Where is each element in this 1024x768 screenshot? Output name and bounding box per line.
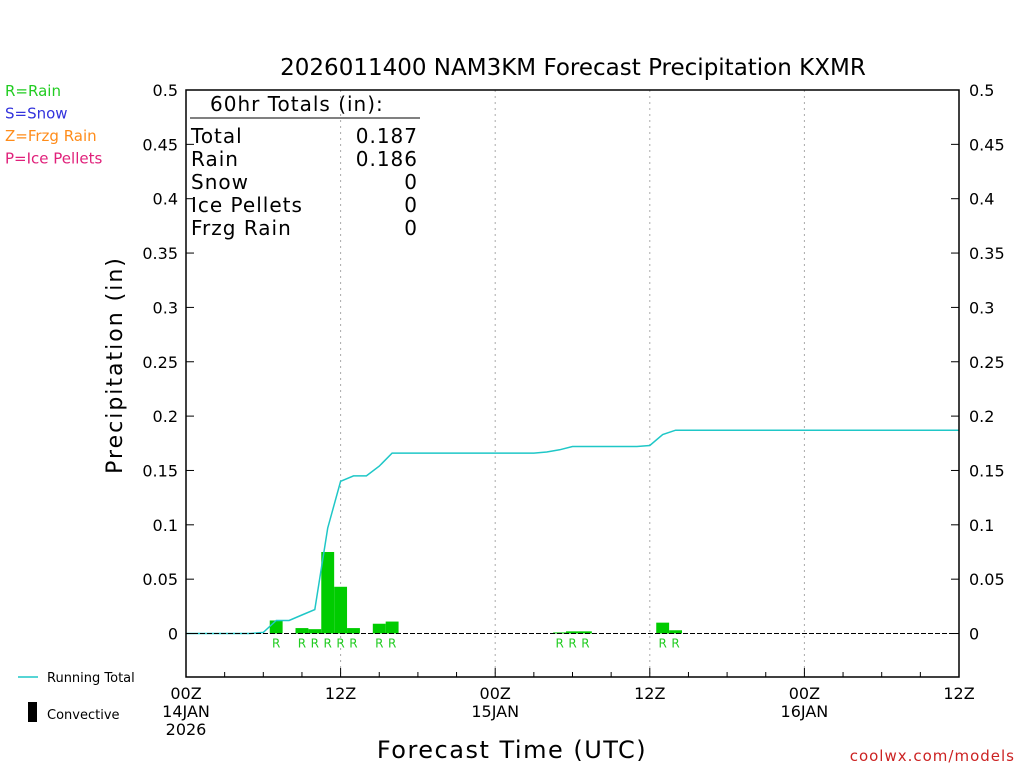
totals-row-label: Total: [190, 124, 243, 148]
precip-bar: [308, 629, 322, 634]
totals-row-value: 0.186: [356, 147, 418, 171]
y-tick-label-left: 0: [168, 625, 178, 644]
credit-text: coolwx.com/models: [850, 747, 1015, 765]
precip-bar: [566, 631, 579, 634]
y-tick-labels: 0 00.05 0.050.1 0.10.15 0.150.2 0.20.25 0.250.…: [142, 81, 1004, 644]
y-tick-label-right: 0.5: [969, 81, 994, 100]
precip-type-label: R: [568, 637, 576, 651]
precip-type-label: R: [324, 637, 332, 651]
y-tick-label-right: 0.3: [969, 298, 994, 317]
x-tick-label: 12Z: [943, 684, 974, 703]
totals-row-label: Frzg Rain: [191, 216, 292, 240]
precip-bar: [295, 628, 309, 634]
y-tick-label-left: 0.3: [153, 298, 178, 317]
precip-type-legend-item: P=Ice Pellets: [5, 150, 102, 168]
y-axis-label: Precipitation (in): [103, 256, 128, 474]
series-legend: Running Total Convective: [18, 671, 135, 723]
y-tick-label-right: 0: [969, 625, 979, 644]
precip-type-legend-item: Z=Frzg Rain: [5, 127, 97, 145]
x-tick-label: 15JAN: [471, 702, 519, 721]
totals-box: 60hr Totals (in): Total 0.187 Rain 0.186 Sno…: [190, 92, 420, 240]
totals-row-label: Snow: [191, 170, 249, 194]
precip-bars: [269, 551, 683, 634]
totals-row-label: Rain: [191, 147, 239, 171]
precip-type-label: R: [336, 637, 344, 651]
y-tick-label-left: 0.05: [142, 570, 178, 589]
y-tick-label-left: 0.2: [153, 407, 178, 426]
precip-bar: [372, 623, 386, 634]
x-tick-label: 12Z: [325, 684, 356, 703]
y-tick-label-right: 0.4: [969, 190, 994, 209]
running-total-line: [186, 429, 959, 635]
x-axis-label: Forecast Time (UTC): [377, 736, 647, 764]
precip-type-legend-item: S=Snow: [5, 105, 68, 123]
precip-type-label: R: [555, 637, 563, 651]
x-tick-label: 00Z: [170, 684, 201, 703]
y-tick-label-left: 0.4: [153, 190, 178, 209]
precip-type-legend: R=Rain S=Snow Z=Frzg Rain P=Ice Pellets: [5, 82, 102, 168]
precip-bar: [656, 622, 670, 634]
x-tick-label: 16JAN: [781, 702, 829, 721]
y-tick-label-left: 0.15: [142, 461, 178, 480]
x-tick-label: 12Z: [634, 684, 665, 703]
precip-bar: [553, 632, 567, 634]
precip-type-label: R: [298, 637, 306, 651]
precip-type-label: R: [375, 637, 383, 651]
precip-bar: [347, 628, 360, 634]
y-tick-label-left: 0.1: [153, 516, 178, 535]
y-tick-label-left: 0.5: [153, 81, 178, 100]
chart-title: 2026011400 NAM3KM Forecast Precipitation…: [280, 55, 866, 81]
y-tick-label-left: 0.25: [142, 353, 178, 372]
y-tick-label-right: 0.15: [969, 461, 1005, 480]
precip-bar: [334, 586, 348, 634]
axes: [185, 89, 960, 678]
y-tick-label-right: 0.45: [969, 135, 1005, 154]
y-tick-label-right: 0.35: [969, 244, 1005, 263]
precip-type-legend-item: R=Rain: [5, 82, 61, 100]
precip-bar: [321, 551, 335, 634]
convective-legend-label: Convective: [47, 708, 120, 723]
precip-type-label: R: [581, 637, 589, 651]
totals-row-value: 0.187: [356, 124, 418, 148]
convective-legend-swatch: [28, 702, 37, 722]
precip-bar: [385, 621, 399, 634]
precip-bar: [269, 620, 283, 634]
precip-type-label: R: [272, 637, 280, 651]
precip-type-label: R: [311, 637, 319, 651]
totals-row-label: Ice Pellets: [191, 193, 303, 217]
totals-title: 60hr Totals (in):: [210, 92, 384, 116]
y-tick-label-left: 0.35: [142, 244, 178, 263]
precip-bar: [578, 631, 592, 634]
precip-type-label: R: [349, 637, 357, 651]
x-tick-label: 00Z: [480, 684, 511, 703]
y-tick-label-left: 0.45: [142, 135, 178, 154]
y-tick-label-right: 0.25: [969, 353, 1005, 372]
totals-row-value: 0: [404, 193, 418, 217]
precip-type-label: R: [659, 637, 667, 651]
y-tick-label-right: 0.1: [969, 516, 994, 535]
x-tick-label: 2026: [166, 720, 207, 739]
running-total-legend-label: Running Total: [47, 671, 135, 686]
y-tick-label-right: 0.2: [969, 407, 994, 426]
totals-row-value: 0: [404, 170, 418, 194]
precip-bar: [669, 630, 683, 634]
x-tick-label: 14JAN: [162, 702, 210, 721]
precip-type-label: R: [671, 637, 679, 651]
totals-rows: Total 0.187 Rain 0.186 Snow 0 Ice Pellets 0 Frzg…: [190, 124, 418, 240]
totals-row-value: 0: [404, 216, 418, 240]
grid-lines: [340, 90, 805, 677]
x-tick-label: 00Z: [789, 684, 820, 703]
plot-frame: [185, 89, 960, 678]
y-tick-label-right: 0.05: [969, 570, 1005, 589]
precip-type-label: R: [388, 637, 396, 651]
running-total-series: [186, 429, 959, 635]
